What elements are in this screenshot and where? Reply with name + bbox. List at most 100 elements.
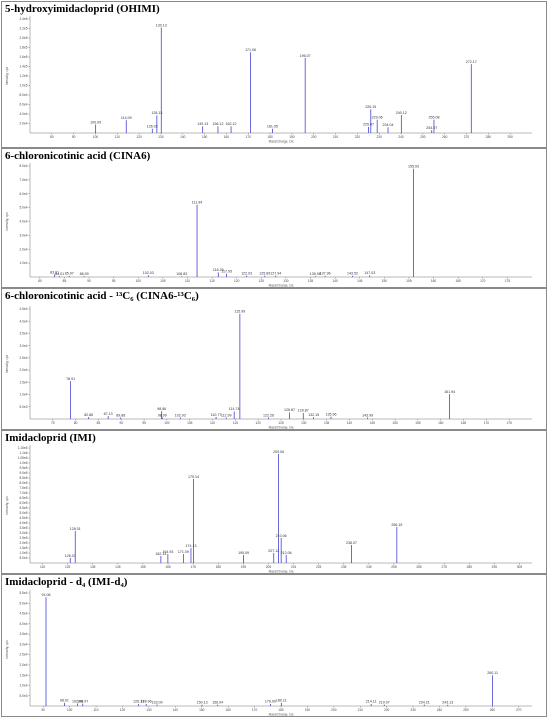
peak-label: 240.12 (396, 111, 407, 115)
peak-label: 111.94 (192, 201, 202, 205)
x-tick-label: 280 (486, 135, 492, 139)
peak-label: 78.91 (66, 377, 75, 381)
y-tick-label: 3.5e4 (20, 332, 28, 336)
peak-label: 214.11 (366, 700, 377, 704)
x-tick-label: 250 (463, 708, 469, 712)
y-tick-label: 8.0e4 (20, 93, 28, 97)
peak-label: 209.06 (273, 450, 284, 454)
peak-label: 254.07 (426, 126, 437, 130)
y-tick-label: 2.0e4 (20, 247, 28, 251)
peak-label: 114.74 (229, 407, 240, 411)
x-tick-label: 250 (420, 135, 426, 139)
y-tick-label: 1.0e6 (20, 461, 28, 465)
panel-title: Imidacloprid (IMI) (5, 432, 96, 444)
y-axis-label: Intensity, cps (5, 496, 9, 515)
peak-label: 84.01 (55, 272, 64, 276)
panel-title: Imidacloprid - d₄ (IMI-d₄) (5, 576, 128, 588)
peak-label: 89.88 (116, 413, 125, 417)
y-tick-label: 8.0e5 (20, 481, 28, 485)
x-tick-label: 185 (216, 565, 222, 569)
x-axis-label: Mass/Charge, Da (269, 713, 294, 717)
x-tick-label: 305 (517, 565, 523, 569)
x-axis-label: Mass/Charge, Da (269, 570, 294, 574)
y-tick-label: 1.5e5 (20, 546, 28, 550)
peak-label: 174.13 (185, 544, 196, 548)
peak-label: 110.77 (211, 413, 222, 417)
y-tick-label: 6.5e5 (20, 496, 28, 500)
x-tick-label: 125 (259, 279, 265, 283)
x-axis-label: Mass/Charge, Da (269, 140, 294, 144)
y-tick-label: 5.5e5 (20, 506, 28, 510)
peak-label: 180.11 (276, 699, 287, 703)
x-tick-label: 175 (190, 565, 196, 569)
y-tick-label: 1.0e5 (20, 84, 28, 88)
peak-label: 181.05 (267, 125, 278, 129)
y-tick-label: 6.0e4 (20, 192, 28, 196)
y-tick-label: 9.5e5 (20, 466, 28, 470)
peak-label: 83.01 (50, 270, 59, 274)
y-tick-label: 4.0e4 (20, 622, 28, 626)
x-tick-label: 85 (97, 421, 101, 425)
x-tick-label: 150 (199, 708, 205, 712)
x-tick-label: 155 (415, 421, 421, 425)
x-tick-label: 130 (146, 708, 152, 712)
y-tick-label: 2.5e4 (20, 356, 28, 360)
peak-label: 127.94 (270, 271, 281, 275)
x-tick-label: 110 (185, 279, 190, 283)
peak-label: 171.09 (178, 550, 189, 554)
peak-label: 156.04 (212, 701, 223, 705)
x-tick-label: 195 (241, 565, 247, 569)
peak-label: 133.09 (152, 700, 163, 704)
peak-label: 129.87 (298, 409, 309, 413)
y-tick-label: 1.5e4 (20, 673, 28, 677)
y-tick-label: 5.0e4 (20, 556, 28, 560)
peak-label: 126.13 (133, 700, 144, 704)
spectrum-chart-imi: 115 125 135 145 155 165 175 185 195 205 215 225 235 2… (5, 445, 532, 574)
panel-title: 6-chloronicotinic acid - ¹³C₆ (CINA6-¹³C… (5, 290, 199, 302)
peak-label: 98.86 (157, 407, 166, 411)
peak-label: 164.93 (162, 550, 173, 554)
spectrum-chart-ohimi: 80 90 100 110 120 130 140 150 160 170 180 190 200 210… (5, 16, 532, 144)
peak-label: 196.07 (300, 54, 311, 58)
x-tick-label: 170 (480, 279, 486, 283)
x-tick-label: 105 (187, 421, 193, 425)
peak-label: 91.06 (42, 593, 51, 597)
peak-label: 115.99 (235, 310, 246, 314)
x-tick-label: 125 (278, 421, 284, 425)
x-tick-label: 90 (41, 708, 45, 712)
x-tick-label: 100 (164, 421, 170, 425)
x-tick-label: 80 (38, 279, 42, 283)
y-tick-label: 2.0e4 (20, 663, 28, 667)
x-tick-label: 95 (142, 421, 146, 425)
x-tick-label: 165 (461, 421, 467, 425)
peak-label: 272.17 (466, 60, 477, 64)
x-tick-label: 75 (51, 421, 55, 425)
peak-label: 150.13 (197, 701, 208, 705)
x-tick-label: 160 (431, 279, 437, 283)
spectrum-chart-cina6-13c6: 75 80 85 90 95 100 105 110 115 120 125 130 135 140 145… (5, 306, 532, 429)
peak-label: 229.06 (372, 116, 383, 120)
y-axis-label: Intensity, cps (5, 66, 9, 85)
spectrum-chart-imi-d4: 90 100 110 120 130 140 150 160 170 180 190 200 210 22… (5, 590, 532, 717)
peak-label: 132.15 (308, 413, 319, 417)
x-tick-label: 260 (490, 708, 496, 712)
y-tick-label: 6.0e5 (20, 501, 28, 505)
peak-label: 87.13 (104, 412, 113, 416)
x-tick-label: 210 (333, 135, 339, 139)
x-tick-label: 80 (50, 135, 54, 139)
peak-label: 135.96 (310, 272, 321, 276)
y-tick-label: 2.5e5 (20, 536, 28, 540)
x-tick-label: 90 (72, 135, 76, 139)
x-tick-label: 145 (357, 279, 363, 283)
peak-label: 102.03 (143, 271, 154, 275)
x-tick-label: 165 (456, 279, 462, 283)
peak-label: 175.14 (188, 475, 199, 479)
peak-label: 122.26 (263, 413, 274, 417)
peak-label: 171.06 (245, 48, 256, 52)
x-tick-label: 95 (112, 279, 116, 283)
y-tick-label: 8.5e5 (20, 476, 28, 480)
peak-label: 100.09 (90, 120, 101, 124)
peak-label: 114.09 (121, 116, 132, 120)
x-tick-label: 230 (377, 135, 383, 139)
y-tick-label: 5.0e5 (20, 511, 28, 515)
